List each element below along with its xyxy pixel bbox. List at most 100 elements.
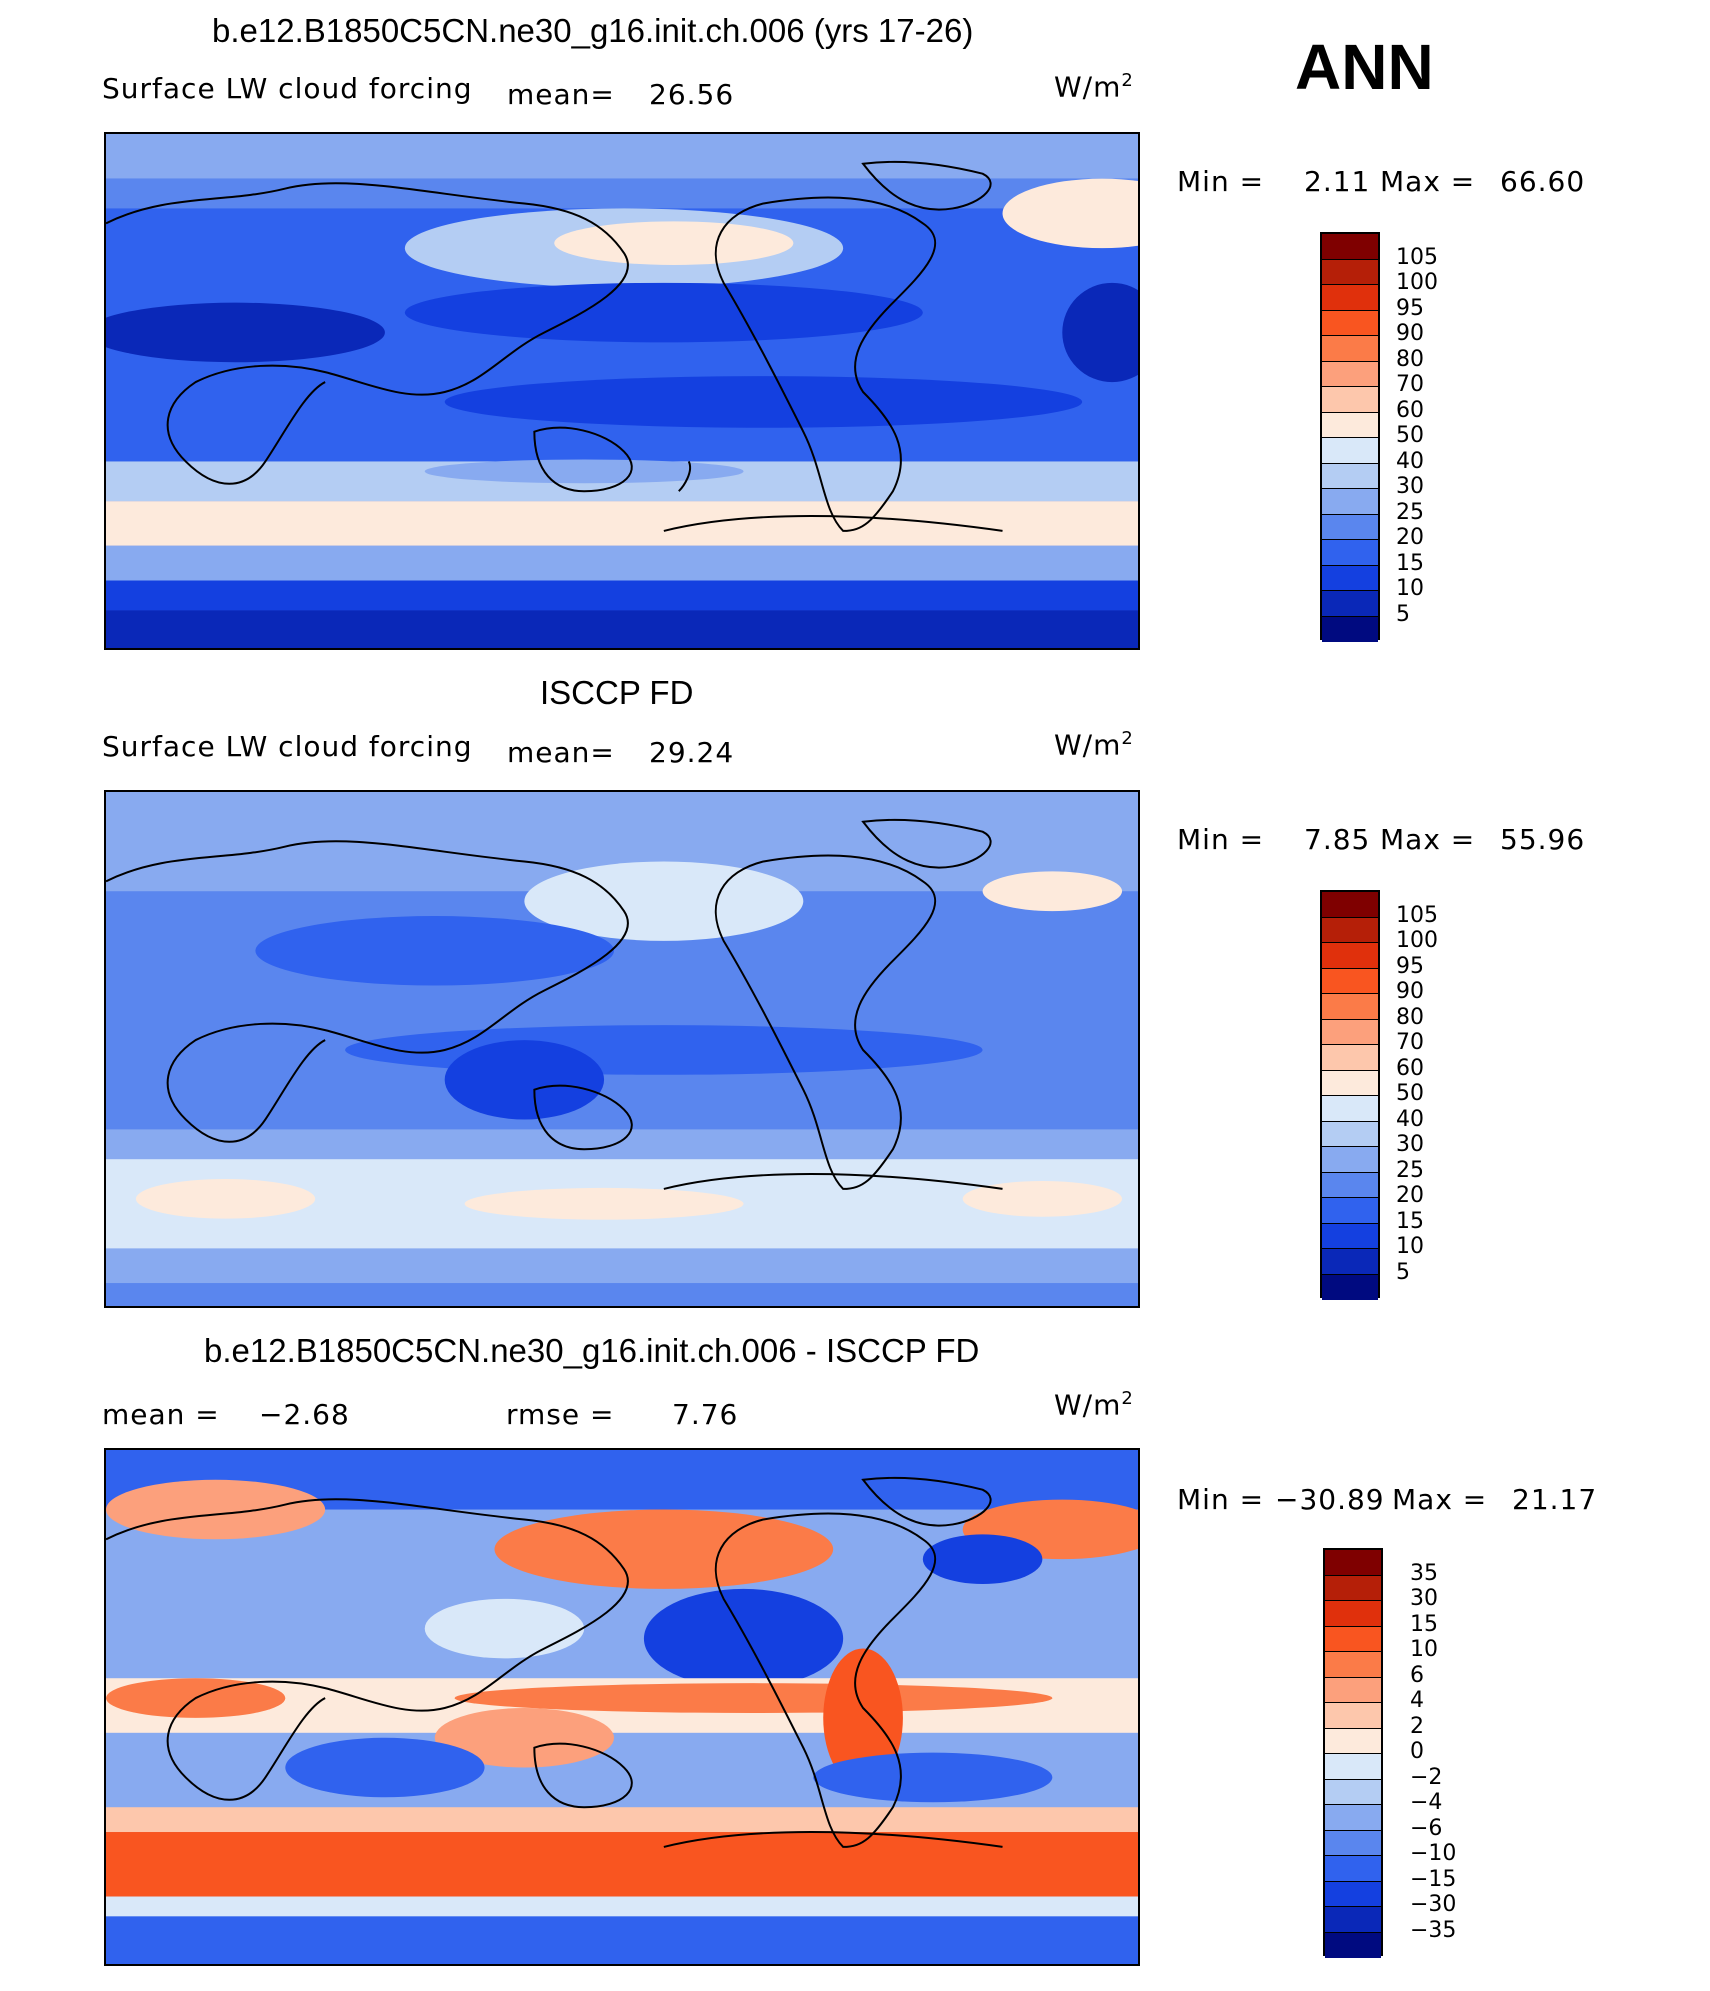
colorbar-label: 2 [1410, 1713, 1424, 1739]
panel1-variable: Surface LW cloud forcing [102, 72, 473, 105]
panel1-min-value: 2.11 [1304, 165, 1371, 198]
colorbar-segment [1322, 1045, 1378, 1071]
colorbar-segment [1322, 387, 1378, 413]
colorbar-segment [1325, 1652, 1381, 1678]
colorbar-segment [1322, 591, 1378, 617]
panel2-min-value: 7.85 [1304, 823, 1371, 856]
colorbar-label: 100 [1396, 270, 1438, 295]
panel3-min-value: −30.89 [1275, 1483, 1385, 1516]
colorbar-label: 90 [1396, 979, 1424, 1004]
panel3-map [104, 1448, 1140, 1966]
panel3-min-label: Min = [1177, 1483, 1265, 1516]
panel2-map [104, 790, 1140, 1308]
colorbar-label: 50 [1396, 1081, 1424, 1106]
colorbar-segment [1322, 259, 1378, 285]
colorbar-label: 40 [1396, 1106, 1424, 1132]
colorbar-label: 30 [1396, 474, 1424, 499]
season-label: ANN [1295, 31, 1434, 103]
colorbar-label: −35 [1410, 1917, 1457, 1943]
colorbar-label: 15 [1396, 550, 1424, 576]
colorbar-segment [1325, 1626, 1381, 1652]
colorbar-segment [1325, 1805, 1381, 1831]
colorbar-label: 20 [1396, 525, 1424, 550]
colorbar-label: 80 [1396, 346, 1424, 372]
colorbar-label: 60 [1396, 397, 1424, 423]
colorbar-label: 90 [1396, 321, 1424, 346]
colorbar-label: 50 [1396, 423, 1424, 448]
colorbar-segment [1325, 1703, 1381, 1729]
colorbar-label: 40 [1396, 448, 1424, 474]
panel2-variable: Surface LW cloud forcing [102, 730, 473, 763]
colorbar-label: 60 [1396, 1055, 1424, 1081]
colorbar-segment [1322, 1121, 1378, 1147]
panel1-colorbar [1320, 232, 1380, 642]
colorbar-label: 4 [1410, 1688, 1424, 1713]
colorbar-segment [1325, 1932, 1381, 1958]
panel2-max-value: 55.96 [1500, 823, 1586, 856]
colorbar-label: 20 [1396, 1183, 1424, 1208]
panel3-rmse-value: 7.76 [672, 1398, 739, 1431]
colorbar-label: 10 [1396, 1234, 1424, 1259]
colorbar-segment [1322, 1274, 1378, 1300]
colorbar-label: −30 [1410, 1892, 1457, 1917]
colorbar-label: 30 [1396, 1132, 1424, 1157]
colorbar-label: 35 [1410, 1560, 1438, 1586]
colorbar-label: 70 [1396, 372, 1424, 397]
colorbar-segment [1322, 917, 1378, 943]
panel3-rmse-label: rmse = [506, 1398, 615, 1431]
colorbar-label: 105 [1396, 244, 1438, 270]
colorbar-segment [1322, 1249, 1378, 1275]
colorbar-label: 70 [1396, 1030, 1424, 1055]
colorbar-segment [1322, 412, 1378, 438]
panel3-max-value: 21.17 [1512, 1483, 1598, 1516]
colorbar-label: 80 [1396, 1004, 1424, 1030]
colorbar-label: 30 [1410, 1586, 1438, 1611]
colorbar-segment [1325, 1601, 1381, 1627]
colorbar-label: 25 [1396, 499, 1424, 525]
colorbar-label: −4 [1410, 1790, 1443, 1815]
colorbar-segment [1322, 285, 1378, 311]
panel2-title: ISCCP FD [540, 674, 694, 711]
panel2-min-label: Min = [1177, 823, 1265, 856]
panel3-units: W/m2 [1054, 1388, 1134, 1422]
panel2-colorbar [1320, 890, 1380, 1300]
panel2-max-label: Max = [1380, 823, 1476, 856]
colorbar-segment [1322, 616, 1378, 642]
colorbar-segment [1325, 1881, 1381, 1907]
panel2-mean-value: 29.24 [649, 736, 735, 769]
panel1-units: W/m2 [1054, 70, 1134, 104]
panel1-min-label: Min = [1177, 165, 1265, 198]
panel2-mean-label: mean= [507, 736, 615, 769]
colorbar-segment [1322, 968, 1378, 994]
panel2-units: W/m2 [1054, 728, 1134, 762]
panel1-map [104, 132, 1140, 650]
colorbar-label: 105 [1396, 902, 1438, 928]
colorbar-segment [1325, 1779, 1381, 1805]
colorbar-segment [1325, 1728, 1381, 1754]
colorbar-label: −2 [1410, 1764, 1443, 1790]
colorbar-label: 10 [1410, 1637, 1438, 1662]
colorbar-label: 95 [1396, 953, 1424, 979]
colorbar-segment [1322, 1070, 1378, 1096]
colorbar-segment [1322, 994, 1378, 1020]
colorbar-segment [1322, 234, 1378, 260]
colorbar-segment [1325, 1830, 1381, 1856]
colorbar-segment [1322, 489, 1378, 515]
colorbar-segment [1322, 1223, 1378, 1249]
colorbar-label: −15 [1410, 1866, 1457, 1892]
colorbar-label: 100 [1396, 928, 1438, 953]
colorbar-segment [1322, 336, 1378, 362]
colorbar-segment [1325, 1856, 1381, 1882]
colorbar-segment [1325, 1754, 1381, 1780]
colorbar-segment [1322, 1019, 1378, 1045]
colorbar-segment [1322, 463, 1378, 489]
colorbar-label: −6 [1410, 1815, 1443, 1841]
colorbar-segment [1322, 1198, 1378, 1224]
colorbar-label: 5 [1396, 601, 1410, 627]
panel3-max-label: Max = [1392, 1483, 1488, 1516]
panel1-title: b.e12.B1850C5CN.ne30_g16.init.ch.006 (yr… [212, 12, 974, 49]
panel3-title: b.e12.B1850C5CN.ne30_g16.init.ch.006 - I… [204, 1332, 980, 1369]
colorbar-segment [1325, 1907, 1381, 1933]
colorbar-segment [1322, 540, 1378, 566]
colorbar-segment [1322, 310, 1378, 336]
